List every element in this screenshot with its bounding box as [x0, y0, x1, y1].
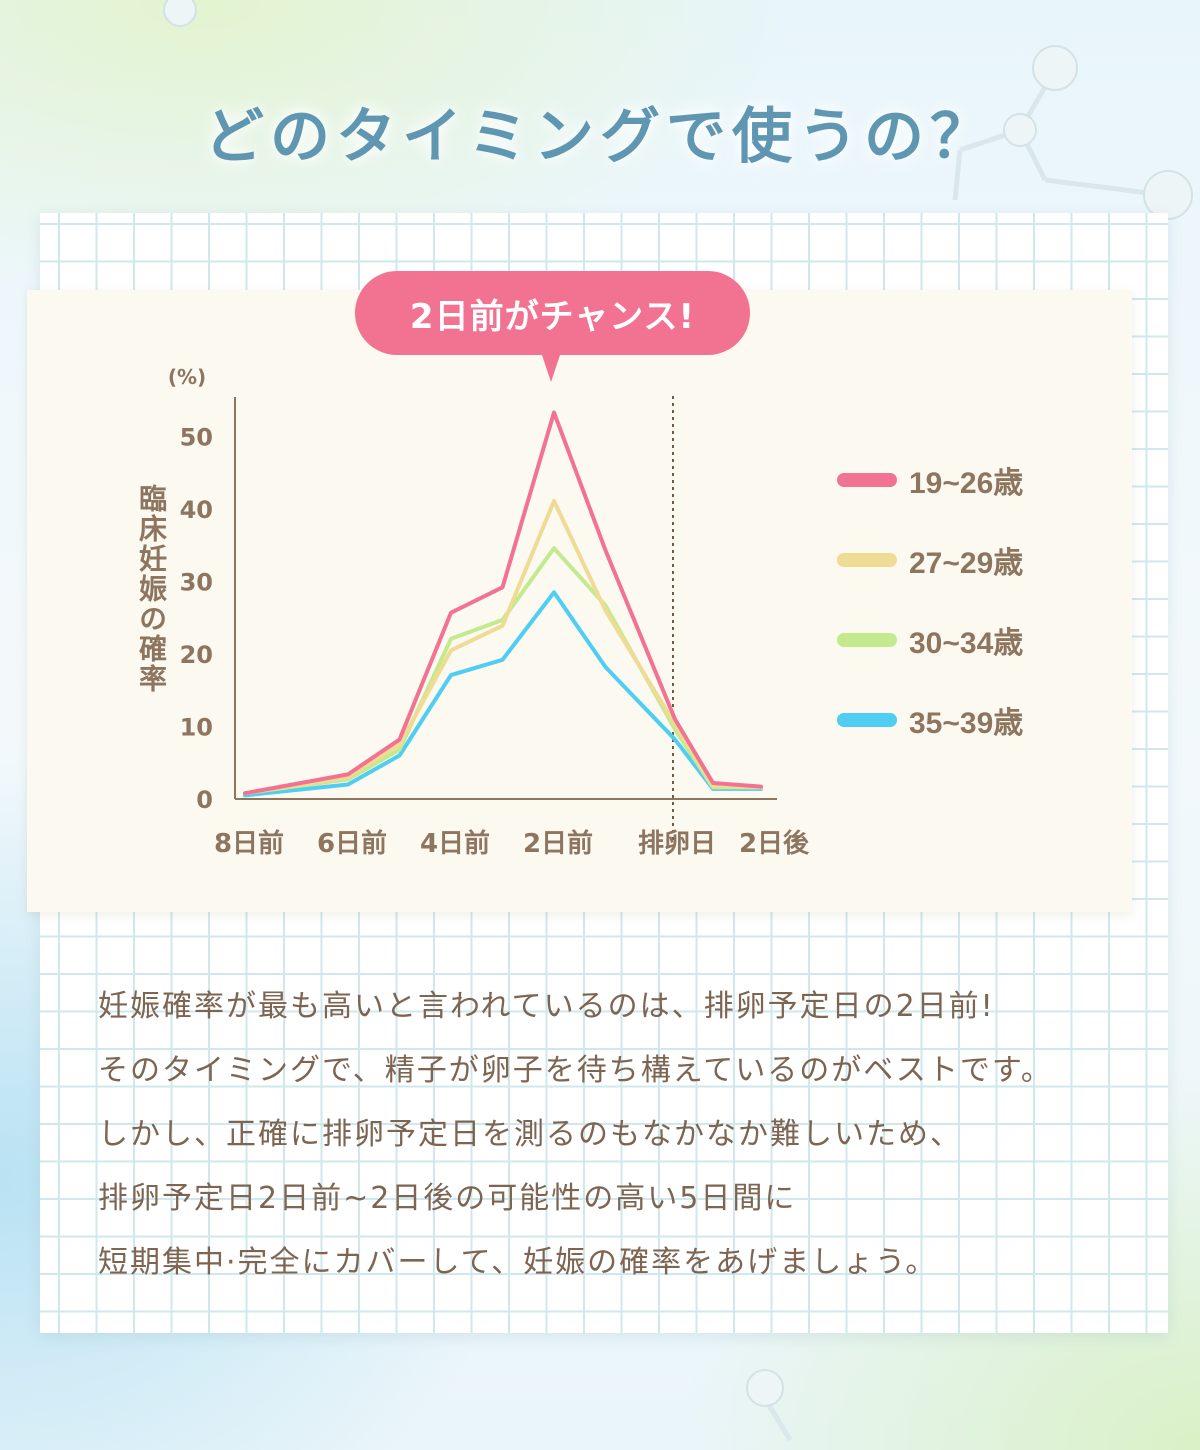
legend-swatch: [837, 633, 897, 647]
legend-label: 19~26歳: [909, 467, 1024, 500]
y-unit-label: (%): [168, 365, 206, 389]
page-heading: どのタイミングで使うの？: [204, 102, 996, 172]
y-tick-label: 10: [180, 714, 213, 742]
legend-label: 30~34歳: [909, 627, 1024, 660]
legend-swatch: [837, 473, 897, 487]
chart-legend: 19~26歳 27~29歳 30~34歳 35~39歳: [837, 440, 1023, 760]
legend-swatch: [837, 553, 897, 567]
x-tick-label: 8日前: [214, 828, 284, 859]
description-line: 排卵予定日2日前~2日後の可能性の高い5日間に: [98, 1181, 797, 1216]
legend-label: 27~29歳: [909, 547, 1024, 580]
legend-item: 27~29歳: [837, 520, 1023, 600]
callout-bubble-tail: [541, 352, 561, 382]
x-tick-label: 2日前: [523, 828, 593, 859]
callout-bubble: 2日前がチャンス!: [355, 271, 750, 355]
series-line: [243, 590, 763, 798]
description-line: しかし、正確に排卵予定日を測るのもなかなか難しいため、: [98, 1117, 962, 1152]
series-line: [243, 410, 763, 796]
chart-card: (%) 0 10 20 30 40 50 8日前 6日前 4日前 2日前 排卵日 2日後: [27, 290, 1132, 912]
description-line: 妊娠確率が最も高いと言われているのは、排卵予定日の2日前!: [98, 989, 995, 1024]
description-text: 妊娠確率が最も高いと言われているのは、排卵予定日の2日前! そのタイミングで、精…: [98, 975, 1138, 1295]
x-tick-label: 4日前: [420, 828, 490, 859]
legend-label: 35~39歳: [909, 707, 1024, 740]
y-axis-label: 臨床妊娠の確率: [135, 484, 168, 694]
y-tick-label: 0: [196, 786, 213, 814]
y-tick-label: 50: [180, 424, 213, 452]
y-tick-label: 30: [180, 569, 213, 597]
series-line: [243, 499, 763, 796]
x-tick-label: 6日前: [317, 828, 387, 859]
x-tick-label: 排卵日: [638, 829, 716, 859]
legend-item: 30~34歳: [837, 600, 1023, 680]
line-chart: (%) 0 10 20 30 40 50 8日前 6日前 4日前 2日前 排卵日 2日後: [168, 365, 810, 859]
x-tick-label: 2日後: [739, 828, 810, 859]
y-tick-label: 20: [180, 641, 213, 669]
legend-item: 19~26歳: [837, 440, 1023, 520]
description-line: そのタイミングで、精子が卵子を待ち構えているのがベストです。: [98, 1053, 1053, 1088]
y-tick-label: 40: [180, 496, 213, 524]
legend-swatch: [837, 713, 897, 727]
description-line: 短期集中·完全にカバーして、妊娠の確率をあげましょう。: [98, 1245, 938, 1280]
legend-item: 35~39歳: [837, 680, 1023, 760]
